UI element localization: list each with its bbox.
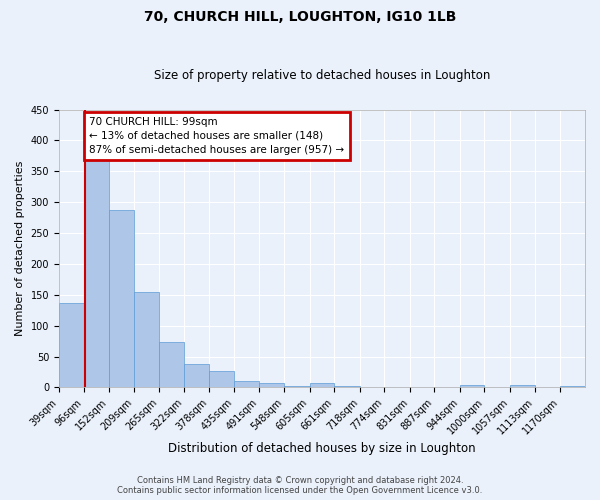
Bar — [84, 159, 109, 388]
Bar — [209, 372, 234, 388]
Text: Contains HM Land Registry data © Crown copyright and database right 2024.
Contai: Contains HM Land Registry data © Crown c… — [118, 476, 482, 495]
Bar — [334, 386, 359, 388]
Text: 70 CHURCH HILL: 99sqm
← 13% of detached houses are smaller (148)
87% of semi-det: 70 CHURCH HILL: 99sqm ← 13% of detached … — [89, 117, 344, 155]
Bar — [109, 210, 134, 388]
Bar — [184, 364, 209, 388]
Bar — [284, 386, 310, 388]
Bar — [59, 304, 84, 388]
Text: 70, CHURCH HILL, LOUGHTON, IG10 1LB: 70, CHURCH HILL, LOUGHTON, IG10 1LB — [144, 10, 456, 24]
Bar — [259, 383, 284, 388]
Bar — [134, 292, 159, 388]
Bar — [460, 385, 484, 388]
Title: Size of property relative to detached houses in Loughton: Size of property relative to detached ho… — [154, 69, 490, 82]
Bar — [560, 386, 585, 388]
Bar — [234, 380, 259, 388]
Bar — [510, 385, 535, 388]
Y-axis label: Number of detached properties: Number of detached properties — [15, 161, 25, 336]
X-axis label: Distribution of detached houses by size in Loughton: Distribution of detached houses by size … — [168, 442, 476, 455]
Bar — [310, 383, 334, 388]
Bar — [159, 342, 184, 388]
